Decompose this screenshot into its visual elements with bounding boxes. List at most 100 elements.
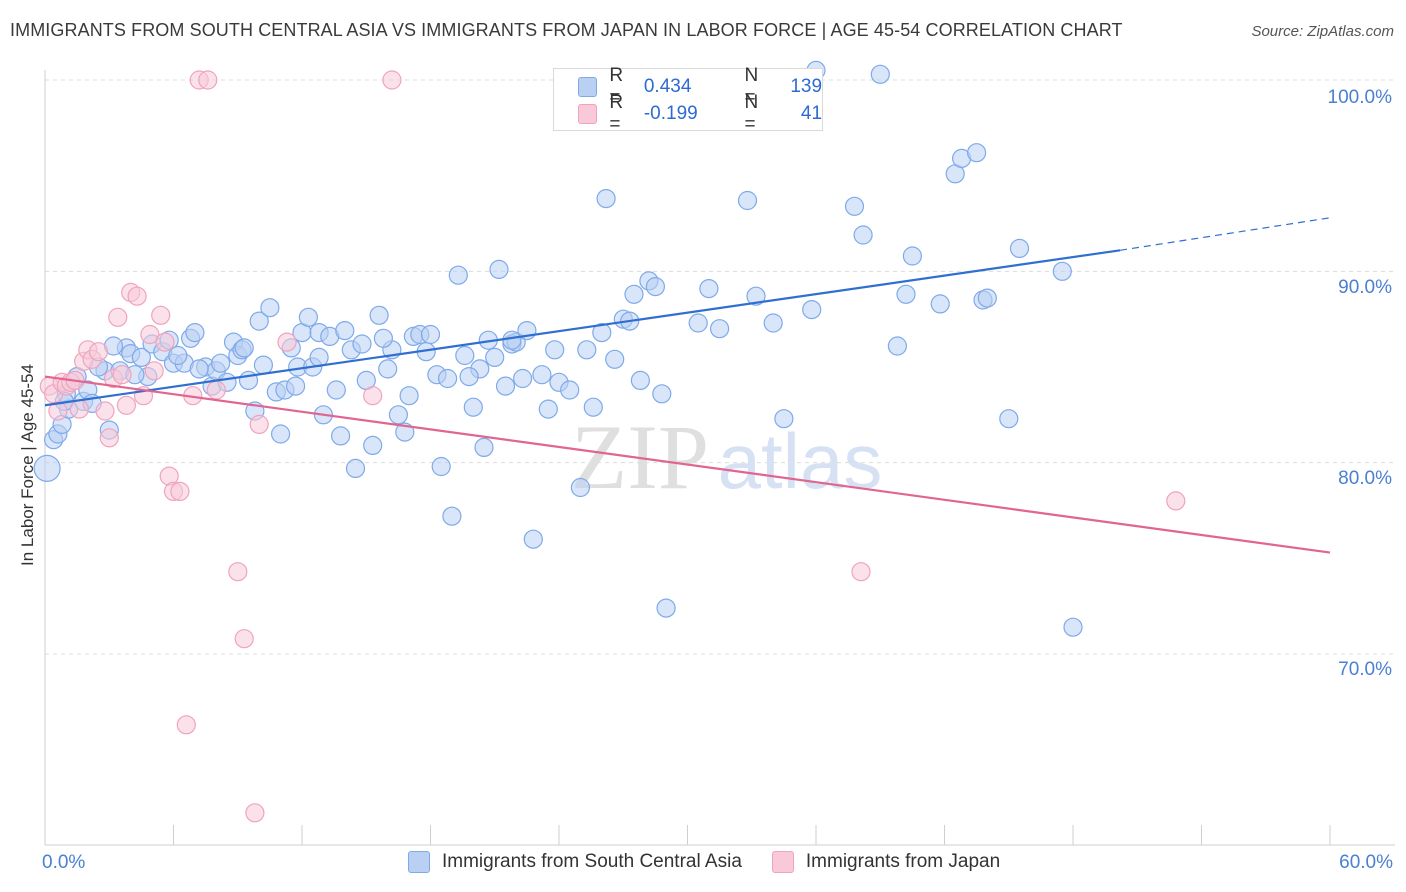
point-south-central-asia: [870, 64, 890, 84]
point-south-central-asia: [271, 424, 291, 444]
y-tick-label-80: 80.0%: [1338, 468, 1392, 489]
point-japan: [151, 305, 171, 325]
point-south-central-asia: [331, 426, 351, 446]
legend-item-japan: Immigrants from Japan: [771, 851, 1001, 873]
point-south-central-asia: [399, 386, 419, 406]
point-japan: [116, 395, 137, 415]
point-south-central-asia: [260, 298, 280, 318]
point-south-central-asia: [474, 437, 494, 457]
point-south-central-asia: [737, 190, 758, 211]
point-south-central-asia: [395, 422, 415, 442]
point-japan: [277, 332, 297, 352]
point-south-central-asia: [459, 367, 479, 387]
point-south-central-asia: [455, 345, 475, 366]
point-japan: [363, 386, 383, 406]
gridlines: [45, 79, 1395, 655]
point-japan: [249, 414, 269, 434]
trend-line-japan: [44, 375, 1331, 554]
point-south-central-asia: [1052, 261, 1072, 281]
x-tick-label-min: 0.0%: [42, 852, 86, 873]
point-south-central-asia: [448, 265, 468, 285]
point-south-central-asia: [363, 435, 383, 455]
point-south-central-asia: [309, 347, 329, 367]
point-south-central-asia: [495, 376, 516, 396]
series-swatch: [578, 104, 598, 124]
point-south-central-asia: [249, 311, 269, 331]
point-south-central-asia: [930, 294, 950, 314]
series-swatch: [578, 77, 598, 97]
point-south-central-asia: [1009, 238, 1030, 258]
watermark-atlas: atlas: [718, 417, 883, 505]
point-south-central-asia: [605, 349, 625, 369]
stats-row-japan: R = -0.199 N = 41: [578, 92, 823, 135]
point-south-central-asia: [592, 323, 612, 343]
point-south-central-asia: [352, 334, 372, 354]
point-south-central-asia: [763, 313, 783, 333]
n-label: N =: [744, 65, 759, 108]
point-japan: [99, 428, 119, 448]
point-south-central-asia: [234, 338, 254, 358]
r-label: R =: [609, 65, 624, 108]
point-south-central-asia: [523, 529, 543, 549]
point-south-central-asia: [645, 277, 666, 297]
legend-item-south-central-asia: Immigrants from South Central Asia: [408, 851, 742, 873]
point-south-central-asia: [373, 328, 393, 348]
y-axis-label: In Labor Force | Age 45-54: [18, 364, 37, 566]
point-japan: [228, 562, 248, 582]
point-south-central-asia: [844, 196, 865, 216]
x-tick-label-max: 60.0%: [1339, 852, 1393, 873]
point-south-central-asia: [902, 246, 923, 266]
point-south-central-asia: [438, 368, 458, 389]
point-south-central-asia: [538, 399, 558, 419]
y-tick-label-90: 90.0%: [1338, 277, 1392, 298]
point-japan: [1166, 491, 1186, 511]
point-south-central-asia: [966, 143, 987, 163]
point-south-central-asia: [33, 454, 61, 482]
stats-legend: R = 0.434 N = 139 R = -0.199 N = 41: [553, 65, 823, 135]
point-south-central-asia: [652, 384, 672, 404]
point-south-central-asia: [746, 286, 766, 306]
point-south-central-asia: [253, 355, 273, 375]
point-south-central-asia: [709, 319, 730, 339]
point-south-central-asia: [463, 397, 483, 417]
series-japan-points: [39, 70, 1186, 823]
point-japan: [851, 562, 871, 582]
point-south-central-asia: [378, 359, 398, 379]
trend-line-south-central-asia: [44, 249, 1121, 407]
point-japan: [112, 365, 132, 385]
point-south-central-asia: [560, 380, 580, 400]
point-south-central-asia: [326, 380, 346, 400]
point-japan: [245, 803, 265, 823]
n-value: 41: [800, 103, 823, 124]
legend-swatch: [771, 851, 794, 873]
point-japan: [108, 307, 128, 327]
point-south-central-asia: [802, 300, 822, 320]
point-japan: [69, 399, 89, 419]
point-japan: [382, 70, 402, 90]
point-japan: [95, 401, 115, 421]
point-south-central-asia: [977, 288, 997, 308]
point-south-central-asia: [630, 370, 651, 390]
point-japan: [127, 286, 147, 306]
point-south-central-asia: [286, 376, 306, 396]
point-japan: [155, 332, 175, 352]
n-value: 139: [790, 76, 823, 97]
legend-label: Immigrants from Japan: [805, 851, 1001, 872]
point-south-central-asia: [896, 284, 916, 304]
legend-swatch: [408, 851, 430, 873]
point-south-central-asia: [1063, 617, 1083, 637]
point-south-central-asia: [577, 340, 597, 360]
point-south-central-asia: [485, 347, 505, 367]
r-value: -0.199: [643, 103, 698, 124]
point-south-central-asia: [502, 330, 522, 350]
point-japan: [88, 342, 109, 362]
point-south-central-asia: [699, 279, 719, 299]
point-south-central-asia: [853, 225, 873, 245]
point-south-central-asia: [688, 313, 708, 333]
point-south-central-asia: [335, 321, 355, 341]
stats-row-south-central-asia: R = 0.434 N = 139: [578, 65, 823, 108]
y-tick-label-70: 70.0%: [1338, 659, 1392, 680]
point-south-central-asia: [656, 598, 676, 618]
series-south-central-asia-points: [33, 60, 1083, 637]
